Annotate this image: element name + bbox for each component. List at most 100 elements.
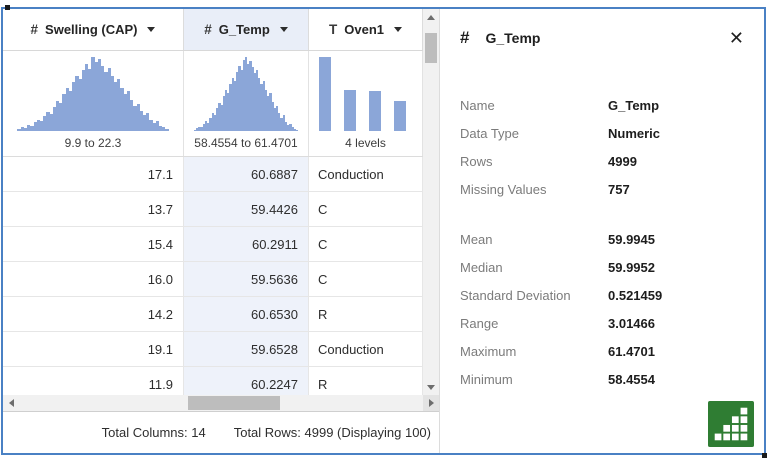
cell-oven1[interactable]: R <box>309 367 423 395</box>
table-row[interactable]: 16.0 59.5636 C <box>3 262 423 297</box>
histogram-bar <box>104 71 108 131</box>
histogram-bar <box>218 102 221 131</box>
histogram-bar <box>139 111 143 131</box>
column-header-label: Swelling (CAP) <box>45 22 138 37</box>
stat-value: 757 <box>608 181 630 197</box>
levels-label: 4 levels <box>345 136 386 150</box>
column-summary-row: 9.9 to 22.3 58.4554 to 61.4701 4 levels <box>3 51 423 157</box>
histogram-bar <box>62 94 66 131</box>
histogram-bar <box>205 121 208 131</box>
stat-label: Rows <box>460 153 493 169</box>
cell-gtemp[interactable]: 60.6530 <box>184 297 309 331</box>
table-row[interactable]: 14.2 60.6530 R <box>3 297 423 332</box>
stat-row: Standard Deviation 0.521459 <box>460 281 748 309</box>
histogram-bar <box>211 113 214 131</box>
column-header-label: G_Temp <box>218 22 270 37</box>
histogram-bar <box>52 106 57 131</box>
histogram-app-logo-icon[interactable] <box>708 401 754 447</box>
cell-oven1[interactable]: Conduction <box>309 157 423 191</box>
cell-swelling[interactable]: 14.2 <box>3 297 184 331</box>
histogram-bar <box>260 84 263 131</box>
vertical-scrollbar-thumb[interactable] <box>425 33 437 63</box>
horizontal-scrollbar[interactable] <box>3 395 439 411</box>
close-icon[interactable]: ✕ <box>728 28 744 48</box>
histogram-bar <box>284 122 288 131</box>
column-header-gtemp[interactable]: # G_Temp <box>184 9 309 50</box>
histogram-bar <box>222 96 225 131</box>
histogram-bar <box>251 67 254 131</box>
histogram-bar <box>209 117 212 131</box>
scroll-up-arrow-icon[interactable] <box>423 9 439 25</box>
chevron-down-icon[interactable] <box>394 27 402 32</box>
histogram-bar <box>149 119 153 131</box>
stat-group: Name G_Temp Data Type Numeric Rows 4999 Missin… <box>460 91 748 203</box>
histogram-bar <box>39 121 44 131</box>
cell-swelling[interactable]: 16.0 <box>3 262 184 296</box>
histogram-bar <box>207 122 210 131</box>
histogram-bar <box>33 122 37 131</box>
cell-swelling[interactable]: 13.7 <box>3 192 184 226</box>
chevron-down-icon[interactable] <box>279 27 288 32</box>
histogram-bar <box>273 108 277 131</box>
table-row[interactable]: 15.4 60.2911 C <box>3 227 423 262</box>
histogram-bar <box>213 115 217 131</box>
histogram-bar <box>202 123 206 131</box>
scroll-down-arrow-icon[interactable] <box>423 379 439 395</box>
histogram-cell-swelling[interactable]: 9.9 to 22.3 <box>3 51 184 156</box>
histogram-bar <box>94 62 98 131</box>
histogram-bar <box>23 128 28 131</box>
stat-label: Range <box>460 315 499 331</box>
scroll-right-arrow-icon[interactable] <box>423 395 439 411</box>
histogram-bar <box>238 65 241 131</box>
cell-gtemp[interactable]: 59.6528 <box>184 332 309 366</box>
table-row[interactable]: 11.9 60.2247 R <box>3 367 423 395</box>
cell-gtemp[interactable]: 60.2247 <box>184 367 309 395</box>
histogram-bar <box>120 88 124 131</box>
cell-oven1[interactable]: C <box>309 227 423 261</box>
vertical-scrollbar[interactable] <box>423 9 439 395</box>
stat-label: Minimum <box>460 371 513 387</box>
histogram-bar <box>198 126 201 131</box>
histogram-bar <box>126 91 131 131</box>
column-detail-panel: # G_Temp ✕ Name G_Temp Data Type Numeric Row… <box>440 9 764 453</box>
chevron-down-icon[interactable] <box>147 27 156 32</box>
histogram-bar <box>394 101 406 131</box>
histogram-bar <box>280 117 283 131</box>
column-header-oven1[interactable]: T Oven1 <box>309 9 423 50</box>
cell-gtemp[interactable]: 60.6887 <box>184 157 309 191</box>
cell-swelling[interactable]: 17.1 <box>3 157 184 191</box>
horizontal-scrollbar-thumb[interactable] <box>188 396 280 410</box>
cell-swelling[interactable]: 15.4 <box>3 227 184 261</box>
histogram-bar <box>200 127 203 131</box>
column-header-swelling[interactable]: # Swelling (CAP) <box>3 9 184 50</box>
cell-gtemp[interactable]: 59.5636 <box>184 262 309 296</box>
histogram-bar <box>216 108 219 131</box>
scroll-left-arrow-icon[interactable] <box>3 395 19 411</box>
histogram-bar <box>240 70 243 131</box>
cell-gtemp[interactable]: 60.2911 <box>184 227 309 261</box>
histogram-bar <box>43 116 47 131</box>
histogram-range-label: 9.9 to 22.3 <box>64 136 122 150</box>
stat-group: Mean 59.9945 Median 59.9952 Standard Deviati… <box>460 225 748 393</box>
numeric-type-icon: # <box>460 28 470 47</box>
cell-oven1[interactable]: Conduction <box>309 332 423 366</box>
cell-oven1[interactable]: C <box>309 262 423 296</box>
cell-oven1[interactable]: C <box>309 192 423 226</box>
histogram-bar <box>278 113 281 131</box>
histogram-bar <box>78 79 82 131</box>
histogram-bar <box>293 128 296 131</box>
table-row[interactable]: 19.1 59.6528 Conduction <box>3 332 423 367</box>
histogram-cell-gtemp[interactable]: 58.4554 to 61.4701 <box>184 51 309 156</box>
histogram-cell-oven1[interactable]: 4 levels <box>309 51 423 156</box>
cell-swelling[interactable]: 11.9 <box>3 367 184 395</box>
stat-value: G_Temp <box>608 97 660 113</box>
histogram-bar <box>162 127 166 131</box>
grid-status-bar: Total Columns: 14 Total Rows: 4999 (Disp… <box>3 411 439 453</box>
histogram-bar <box>101 65 105 131</box>
histogram-bar <box>231 77 234 131</box>
cell-swelling[interactable]: 19.1 <box>3 332 184 366</box>
table-row[interactable]: 17.1 60.6887 Conduction <box>3 157 423 192</box>
cell-oven1[interactable]: R <box>309 297 423 331</box>
cell-gtemp[interactable]: 59.4426 <box>184 192 309 226</box>
table-row[interactable]: 13.7 59.4426 C <box>3 192 423 227</box>
